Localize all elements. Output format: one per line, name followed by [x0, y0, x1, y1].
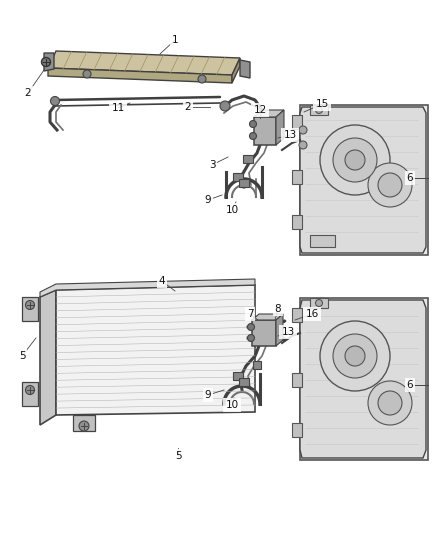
Circle shape	[50, 96, 60, 106]
Circle shape	[247, 335, 254, 342]
Bar	[253, 361, 261, 369]
Circle shape	[378, 173, 402, 197]
Bar	[253, 336, 261, 344]
Circle shape	[25, 301, 35, 310]
Polygon shape	[40, 279, 255, 297]
Bar	[292, 170, 302, 184]
Circle shape	[368, 163, 412, 207]
Circle shape	[299, 126, 307, 134]
Bar	[252, 320, 276, 346]
Circle shape	[42, 58, 50, 67]
Polygon shape	[232, 58, 240, 83]
Bar	[239, 179, 249, 187]
Text: 1: 1	[172, 35, 178, 45]
Circle shape	[25, 385, 35, 394]
Circle shape	[333, 138, 377, 182]
Polygon shape	[254, 110, 284, 117]
Text: 16: 16	[305, 309, 318, 319]
Circle shape	[315, 300, 322, 306]
Polygon shape	[44, 53, 54, 71]
Polygon shape	[300, 300, 426, 458]
Text: 11: 11	[111, 103, 125, 113]
Bar	[300, 298, 428, 460]
Text: 6: 6	[407, 173, 413, 183]
Polygon shape	[22, 382, 38, 406]
Polygon shape	[240, 60, 250, 78]
Bar	[310, 105, 328, 115]
Bar	[292, 308, 302, 322]
Bar	[310, 235, 335, 247]
Circle shape	[220, 101, 230, 111]
Circle shape	[79, 421, 89, 431]
Circle shape	[320, 321, 390, 391]
Text: 6: 6	[407, 380, 413, 390]
Polygon shape	[40, 290, 56, 425]
Circle shape	[368, 381, 412, 425]
Circle shape	[333, 334, 377, 378]
Text: 9: 9	[205, 195, 211, 205]
Bar	[292, 423, 302, 437]
Circle shape	[299, 141, 307, 149]
Circle shape	[198, 75, 206, 83]
Bar	[233, 173, 243, 181]
Text: 5: 5	[175, 451, 181, 461]
Polygon shape	[22, 297, 38, 321]
Bar	[233, 372, 243, 380]
Polygon shape	[48, 51, 240, 75]
Text: 5: 5	[19, 351, 25, 361]
Polygon shape	[276, 314, 283, 346]
Text: 13: 13	[283, 130, 297, 140]
Bar	[254, 117, 276, 145]
Polygon shape	[252, 314, 283, 320]
Circle shape	[320, 125, 390, 195]
Circle shape	[83, 70, 91, 78]
Polygon shape	[48, 68, 232, 83]
Text: 10: 10	[226, 400, 239, 410]
Polygon shape	[300, 107, 426, 253]
Text: 8: 8	[275, 304, 281, 314]
Bar	[253, 316, 261, 324]
Text: 3: 3	[208, 160, 215, 170]
Text: 2: 2	[25, 88, 31, 98]
Text: 10: 10	[226, 205, 239, 215]
Polygon shape	[276, 110, 284, 145]
Bar	[292, 215, 302, 229]
Text: 7: 7	[247, 309, 253, 319]
Bar	[73, 415, 95, 431]
Circle shape	[345, 150, 365, 170]
Bar	[300, 105, 428, 255]
Circle shape	[345, 346, 365, 366]
Polygon shape	[56, 285, 255, 415]
Circle shape	[378, 391, 402, 415]
Text: 2: 2	[185, 102, 191, 112]
Circle shape	[315, 107, 322, 114]
Text: 15: 15	[315, 99, 328, 109]
Text: 4: 4	[159, 276, 165, 286]
Bar	[243, 155, 253, 163]
Bar	[239, 378, 249, 386]
Text: 12: 12	[253, 105, 267, 115]
Bar	[292, 115, 302, 129]
Circle shape	[247, 324, 254, 330]
Text: 13: 13	[281, 327, 295, 337]
Bar	[292, 373, 302, 387]
Circle shape	[250, 133, 257, 140]
Text: 9: 9	[205, 390, 211, 400]
Circle shape	[250, 120, 257, 127]
Bar	[310, 298, 328, 308]
